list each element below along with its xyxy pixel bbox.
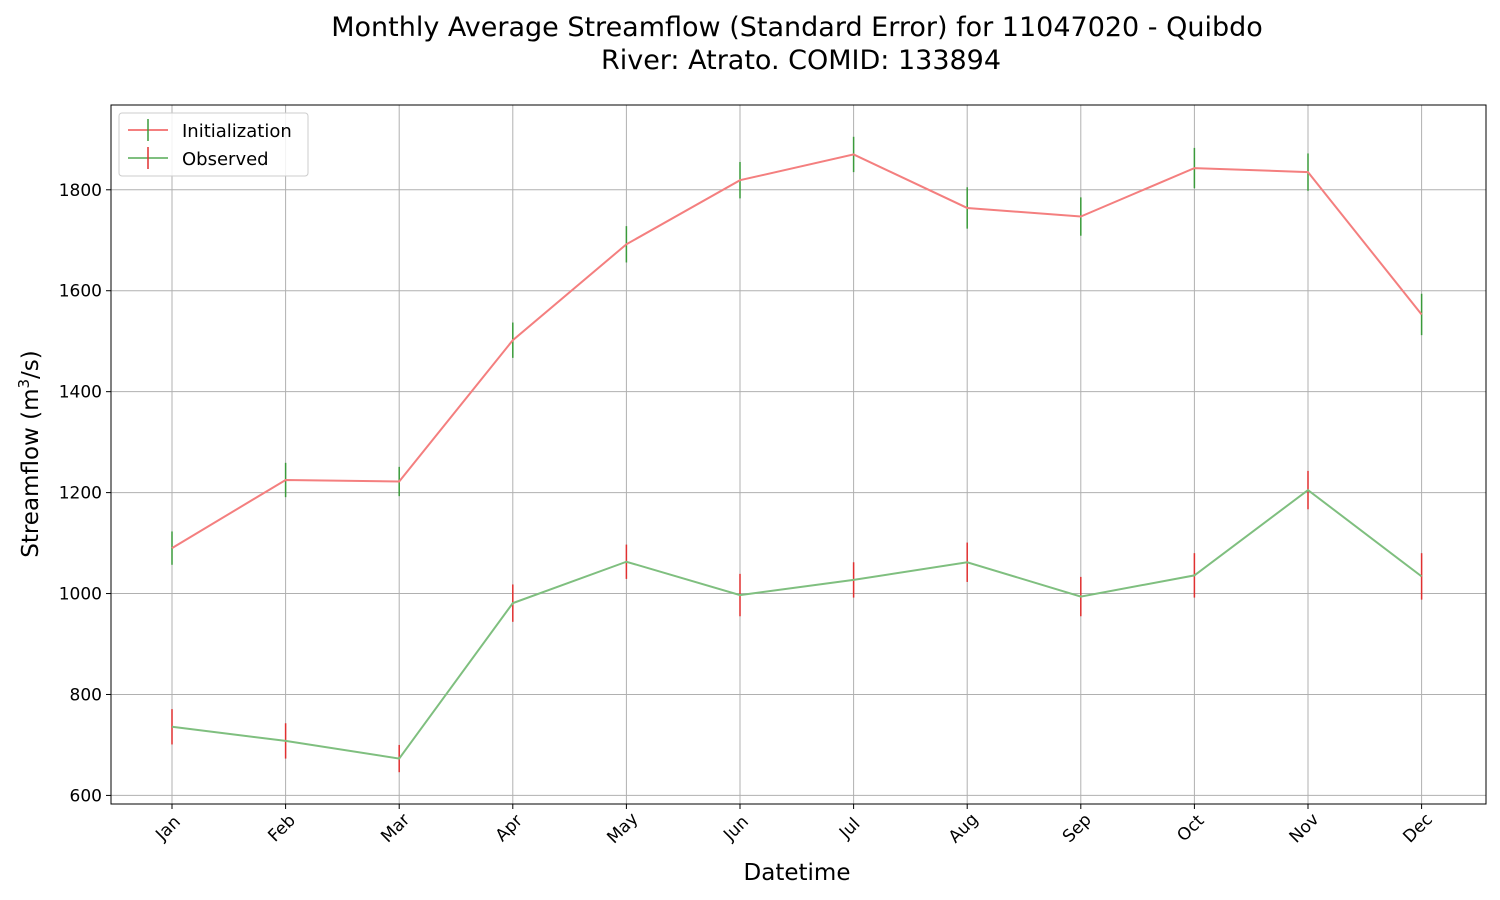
- y-axis-label-end: /s): [18, 350, 44, 379]
- y-tick-label: 1800: [59, 181, 102, 201]
- y-tick-label: 1000: [59, 585, 102, 605]
- x-tick-label: Sep: [1059, 810, 1096, 847]
- x-tick-label: Nov: [1286, 810, 1324, 848]
- y-axis-label-sup: 3: [15, 379, 33, 389]
- x-tick-label: May: [603, 809, 642, 848]
- legend-box: [118, 112, 309, 177]
- y-tick-label: 1600: [59, 282, 102, 302]
- series-line-observed: [171, 488, 1423, 760]
- x-tick-label: Oct: [1173, 811, 1208, 846]
- chart-title-line1: Monthly Average Streamflow (Standard Err…: [331, 12, 1263, 43]
- y-axis-ticks: 600 800 1000 1200 1400 1600 1800: [59, 181, 111, 806]
- y-axis-label: Streamflow (m3/s): [15, 350, 44, 558]
- x-tick-label: Mar: [377, 810, 414, 847]
- legend-label-observed: Observed: [182, 149, 269, 170]
- legend-label-initialization: Initialization: [182, 121, 292, 142]
- y-tick-label: 1400: [59, 383, 102, 403]
- y-tick-label: 800: [70, 685, 102, 705]
- series-lines: [171, 153, 1423, 760]
- x-tick-label: Jul: [835, 814, 864, 843]
- x-tick-label: Dec: [1399, 810, 1436, 847]
- x-tick-label: Apr: [492, 811, 527, 846]
- y-axis-label-main: Streamflow (m: [18, 388, 44, 557]
- x-tick-label: Feb: [264, 811, 299, 846]
- x-tick-label: Jan: [151, 812, 184, 845]
- plot-frame: [110, 104, 1487, 805]
- x-axis-label: Datetime: [744, 860, 851, 886]
- x-axis-ticks: Jan Feb Mar Apr May Jun Jul Aug Sep Oct Nov Dec: [151, 804, 1437, 848]
- x-tick-label: Aug: [945, 810, 983, 848]
- y-tick-label: 600: [70, 786, 102, 806]
- y-tick-label: 1200: [59, 484, 102, 504]
- chart-title-line2: River: Atrato. COMID: 133894: [601, 45, 1001, 76]
- gridlines: [111, 105, 1486, 804]
- errorbars: [171, 136, 1423, 773]
- legend: Initialization Observed: [118, 112, 309, 177]
- x-tick-label: Jun: [719, 812, 753, 846]
- series-line-initialization: [171, 153, 1423, 549]
